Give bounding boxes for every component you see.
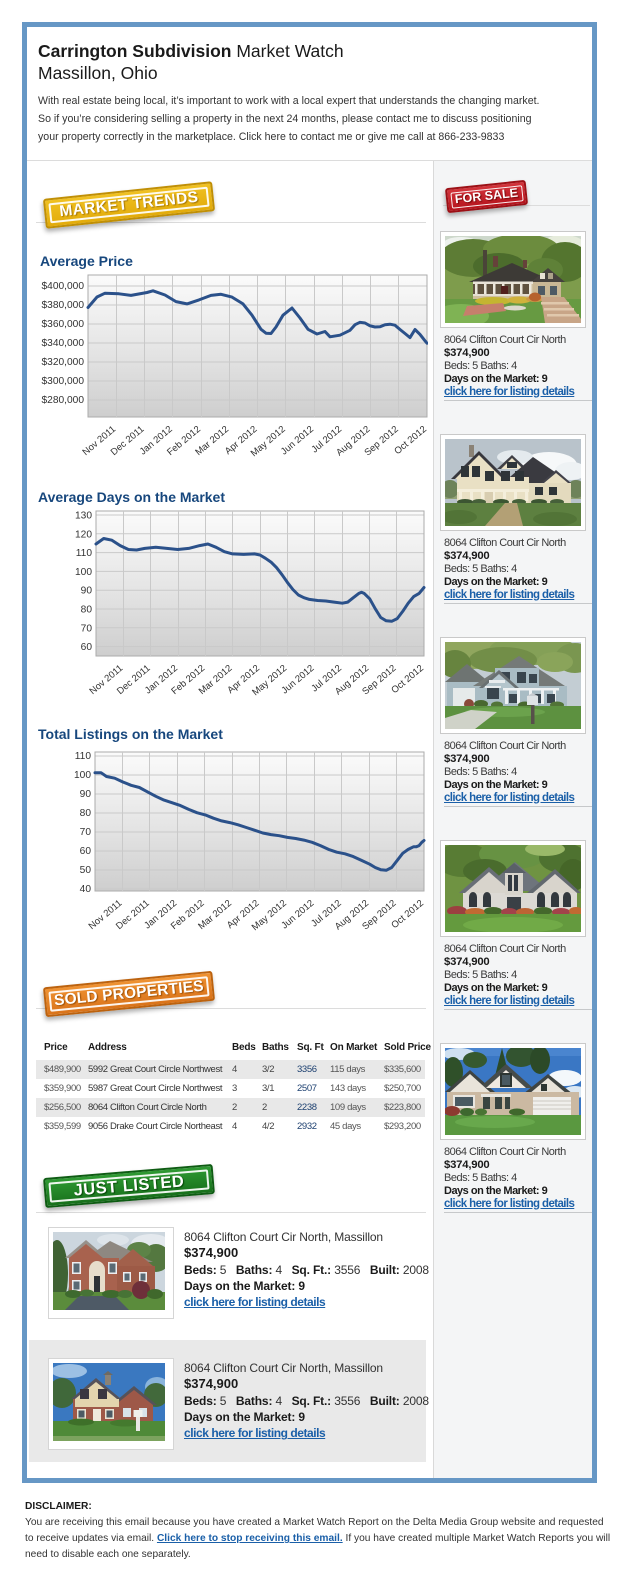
svg-text:120: 120	[75, 529, 92, 540]
svg-text:90: 90	[80, 789, 92, 800]
svg-text:$360,000: $360,000	[42, 319, 85, 330]
svg-text:70: 70	[80, 827, 92, 838]
svg-text:$280,000: $280,000	[42, 395, 85, 406]
svg-text:110: 110	[76, 548, 93, 559]
svg-text:80: 80	[80, 808, 92, 819]
svg-text:60: 60	[80, 846, 92, 857]
svg-text:100: 100	[74, 770, 91, 781]
svg-text:100: 100	[75, 567, 92, 578]
svg-text:70: 70	[81, 623, 93, 634]
svg-text:60: 60	[81, 642, 93, 653]
svg-text:90: 90	[81, 586, 93, 597]
svg-text:$300,000: $300,000	[42, 376, 85, 387]
svg-text:130: 130	[75, 511, 92, 522]
svg-text:$320,000: $320,000	[42, 357, 85, 368]
svg-text:40: 40	[80, 884, 92, 895]
svg-text:80: 80	[81, 605, 93, 616]
svg-text:$340,000: $340,000	[42, 338, 85, 349]
svg-text:50: 50	[80, 865, 92, 876]
svg-text:$380,000: $380,000	[42, 300, 85, 311]
svg-text:$400,000: $400,000	[42, 281, 85, 292]
svg-text:110: 110	[75, 751, 92, 762]
